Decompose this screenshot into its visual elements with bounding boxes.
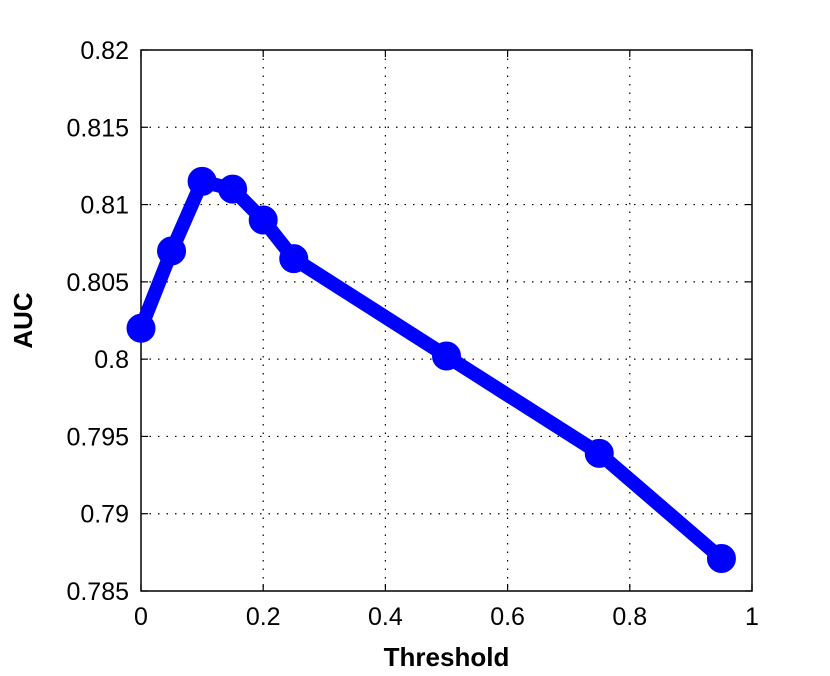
x-tick-label: 0.4 bbox=[368, 603, 403, 631]
x-tick-label: 0.8 bbox=[612, 603, 647, 631]
data-point-marker bbox=[218, 174, 248, 204]
y-tick-label: 0.81 bbox=[80, 192, 129, 220]
data-point-marker bbox=[279, 244, 309, 274]
x-tick-labels: 0 0.2 0.4 0.6 0.8 1 bbox=[134, 603, 759, 631]
data-point-marker bbox=[248, 205, 278, 235]
data-point-marker bbox=[187, 166, 217, 196]
axis-ticks bbox=[140, 49, 753, 592]
y-tick-label: 0.8 bbox=[94, 346, 129, 374]
y-tick-label: 0.795 bbox=[66, 423, 129, 451]
data-point-marker bbox=[706, 544, 736, 574]
y-tick-label: 0.785 bbox=[66, 578, 129, 606]
y-tick-label: 0.82 bbox=[80, 37, 129, 65]
x-tick-label: 0 bbox=[134, 603, 148, 631]
y-axis-title: AUC bbox=[8, 292, 38, 349]
data-point-marker bbox=[584, 438, 614, 468]
y-tick-labels: 0.785 0.79 0.795 0.8 0.805 0.81 0.815 0.82 bbox=[66, 37, 129, 606]
x-tick-label: 1 bbox=[745, 603, 759, 631]
y-tick-label: 0.805 bbox=[66, 269, 129, 297]
x-tick-label: 0.2 bbox=[246, 603, 281, 631]
x-axis-title: Threshold bbox=[384, 642, 510, 672]
x-tick-label: 0.6 bbox=[490, 603, 525, 631]
y-tick-label: 0.815 bbox=[66, 114, 129, 142]
data-point-marker bbox=[157, 236, 187, 266]
grid-lines bbox=[141, 50, 752, 591]
data-point-marker bbox=[126, 313, 156, 343]
data-point-marker bbox=[432, 341, 461, 371]
series-layer bbox=[126, 166, 736, 574]
y-tick-label: 0.79 bbox=[80, 501, 129, 529]
